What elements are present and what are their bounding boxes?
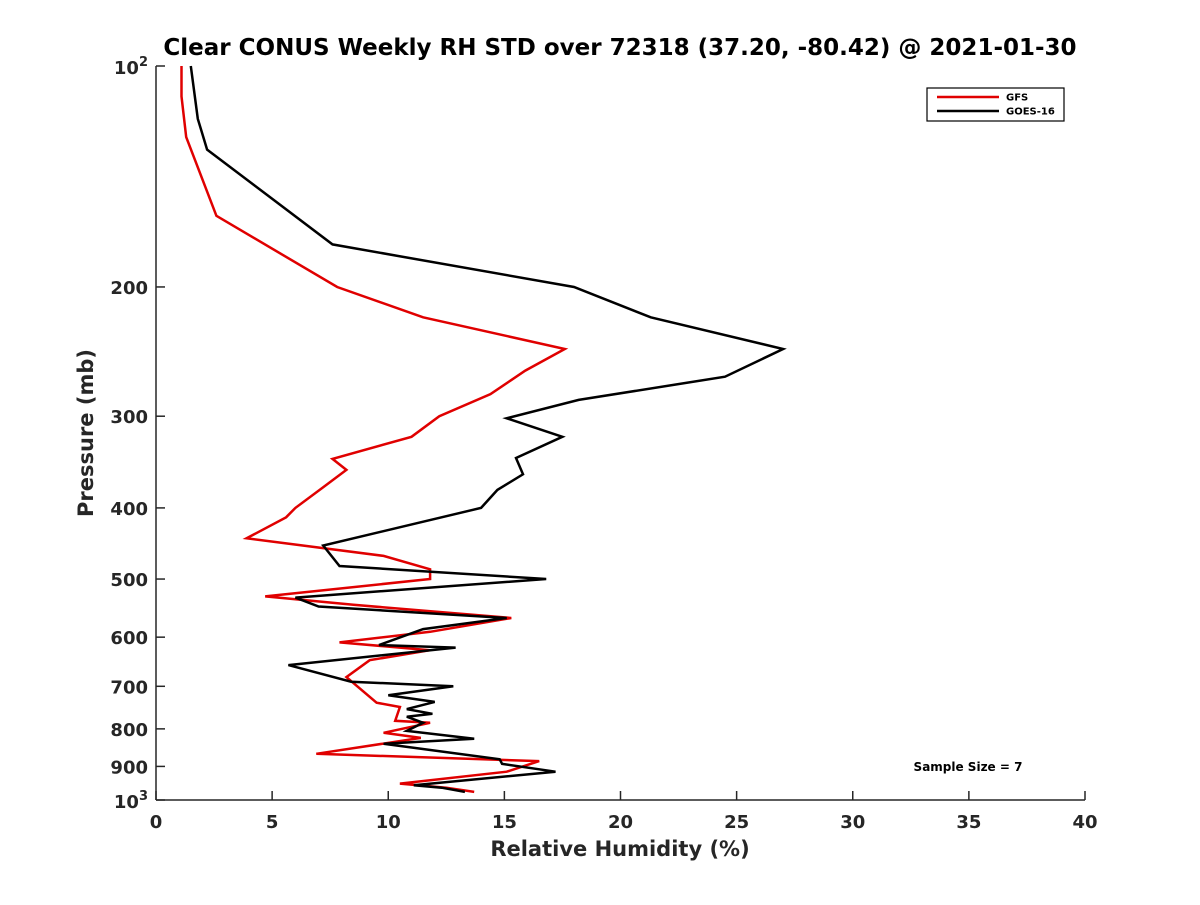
legend-label-goes-16: GOES-16 — [1006, 107, 1055, 118]
y-tick-label-power: 103 — [114, 789, 148, 813]
legend: GFS GOES-16 — [926, 87, 1065, 122]
series-line-goes-16 — [189, 65, 787, 794]
chart-title: Clear CONUS Weekly RH STD over 72318 (37… — [163, 35, 1076, 61]
sample-size-annotation: Sample Size = 7 — [914, 760, 1023, 774]
legend-label-gfs: GFS — [1006, 93, 1028, 104]
y-tick-label: 200 — [110, 278, 148, 299]
y-tick-label: 700 — [110, 677, 148, 698]
x-tick-label: 40 — [1072, 812, 1097, 833]
y-tick-label: 600 — [110, 628, 148, 649]
y-tick-label: 400 — [110, 499, 148, 520]
y-tick-label: 900 — [110, 757, 148, 778]
y-axis-label: Pressure (mb) — [74, 349, 98, 517]
x-tick-label: 35 — [956, 812, 981, 833]
series-group — [180, 65, 787, 794]
y-tick-label: 800 — [110, 720, 148, 741]
x-tick-label: 0 — [150, 812, 163, 833]
y-tick-label-power: 102 — [114, 55, 148, 79]
x-tick-label: 30 — [840, 812, 865, 833]
x-tick-label: 15 — [492, 812, 517, 833]
x-tick-label: 20 — [608, 812, 633, 833]
series-line-gfs — [180, 66, 569, 794]
x-tick-label: 25 — [724, 812, 749, 833]
x-tick-label: 5 — [266, 812, 279, 833]
y-tick-label: 300 — [110, 407, 148, 428]
legend-box — [926, 87, 1065, 122]
x-tick-label: 10 — [376, 812, 401, 833]
axes-group: 0 5 10 15 20 25 30 35 40 200 300 400 500 600 700 800 900… — [110, 55, 1097, 833]
x-axis-label: Relative Humidity (%) — [490, 837, 749, 861]
y-tick-label: 500 — [110, 570, 148, 591]
